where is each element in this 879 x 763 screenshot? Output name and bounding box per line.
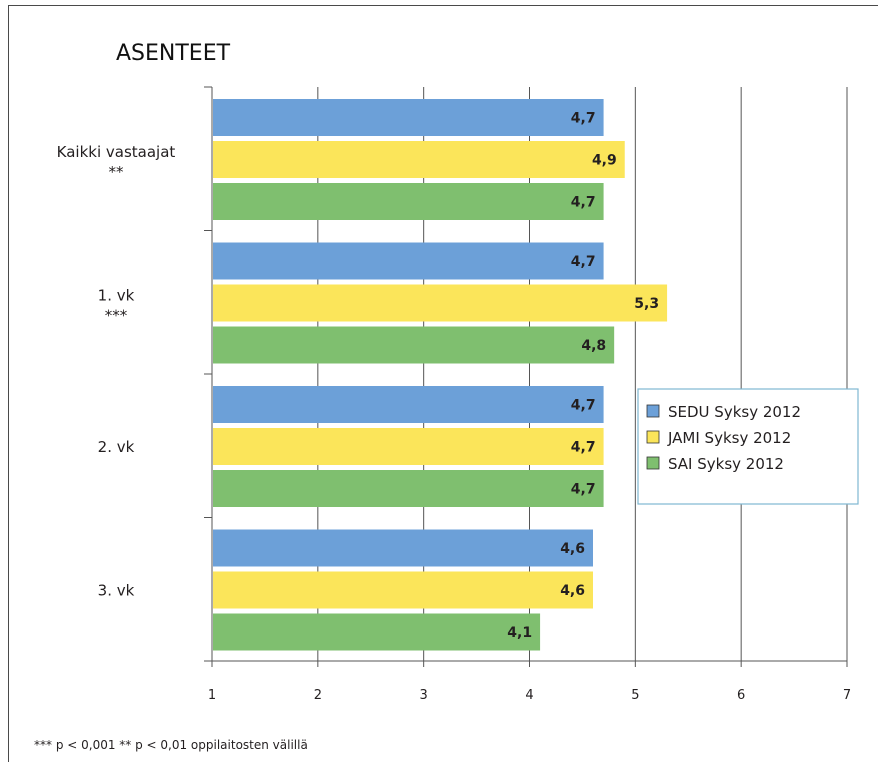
x-tick-label: 4 [525, 688, 533, 703]
bar [213, 428, 604, 465]
category-label: 3. vk [98, 581, 135, 599]
bar [213, 183, 604, 220]
category-label: 1. vk [98, 286, 135, 304]
bar [213, 99, 604, 136]
x-tick-label: 6 [737, 688, 745, 703]
category-label: Kaikki vastaajat [57, 143, 176, 161]
bar-value-label: 4,9 [592, 153, 617, 169]
bar-value-label: 5,3 [634, 296, 659, 312]
legend-swatch [646, 456, 660, 470]
axes-group: 1 2 3 4 5 6 7 Kaikki vastaajat ** 1. vk *** 2. vk 3.… [57, 86, 851, 703]
legend-swatch [646, 404, 660, 418]
bar-value-label: 4,7 [571, 440, 596, 456]
bar-value-label: 4,7 [571, 398, 596, 414]
x-tick-label: 2 [314, 688, 322, 703]
bar-value-label: 4,7 [571, 195, 596, 211]
category-label: 2. vk [98, 438, 135, 456]
bar [213, 284, 668, 322]
x-tick-label: 7 [843, 688, 851, 703]
bar-value-label: 4,7 [571, 254, 596, 270]
chart-frame [8, 5, 878, 762]
bar-value-label: 4,7 [571, 482, 596, 498]
x-tick-label: 1 [208, 688, 216, 703]
legend-entry: SEDU Syksy 2012 [668, 403, 801, 421]
bar [213, 242, 604, 280]
bar [213, 613, 541, 651]
bar [213, 529, 593, 567]
bar [213, 141, 625, 178]
chart-title: ASENTEET [116, 41, 231, 66]
footnote: *** p < 0,001 ** p < 0,01 oppilaitosten … [34, 738, 308, 752]
bar [213, 470, 604, 507]
bars-group: 4,7 4,9 4,7 4,7 5,3 4,8 4,7 4,7 4,7 4,6 4,6 4,1 [213, 99, 668, 651]
bar [213, 326, 615, 364]
legend-swatch [646, 430, 660, 444]
legend-entry: JAMI Syksy 2012 [667, 429, 791, 447]
bar-value-label: 4,6 [560, 583, 585, 599]
x-tick-label: 3 [420, 688, 428, 703]
x-tick-label: 5 [631, 688, 639, 703]
bar-value-label: 4,7 [571, 111, 596, 127]
legend-box [637, 388, 859, 505]
legend: SEDU Syksy 2012 JAMI Syksy 2012 SAI Syksy … [637, 388, 859, 505]
bar [213, 386, 604, 423]
bar [213, 571, 593, 609]
bar-value-label: 4,8 [581, 338, 606, 354]
legend-entry: SAI Syksy 2012 [668, 455, 784, 473]
significance-mark: ** [109, 163, 125, 181]
bar-value-label: 4,1 [507, 625, 532, 641]
significance-mark: *** [105, 306, 128, 324]
bar-value-label: 4,6 [560, 541, 585, 557]
